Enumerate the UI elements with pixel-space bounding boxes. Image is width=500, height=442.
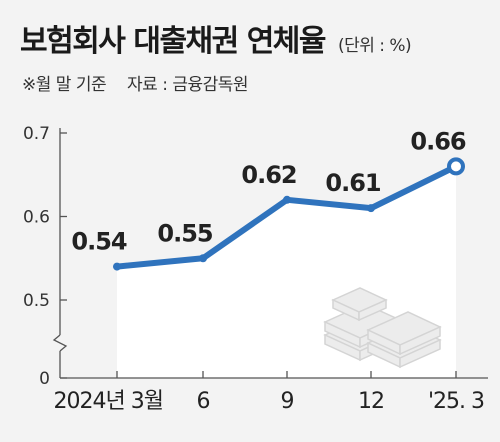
y-tick-label: 0 bbox=[39, 369, 50, 389]
y-tick-label: 0.7 bbox=[23, 124, 50, 144]
note-text: ※월 말 기준 bbox=[22, 75, 107, 95]
title-text: 보험회사 대출채권 연체율 bbox=[20, 24, 327, 59]
x-tick-label: 2024년 3월 bbox=[54, 389, 163, 414]
y-tick-label: 0.6 bbox=[23, 208, 50, 228]
chart-title: 보험회사 대출채권 연체율 (단위 : %) bbox=[20, 16, 412, 60]
stacked-money-bundles-icon bbox=[323, 287, 442, 369]
data-point bbox=[199, 254, 207, 263]
data-label: 0.61 bbox=[325, 169, 381, 197]
data-label: 0.55 bbox=[157, 219, 213, 247]
data-label: 0.66 bbox=[410, 127, 466, 155]
x-tick-label: '25. 3 bbox=[428, 389, 484, 414]
data-point-highlight bbox=[447, 157, 465, 176]
x-tick-label: 12 bbox=[358, 389, 384, 414]
line-layer bbox=[113, 157, 465, 271]
source-text: 자료 : 금융감독원 bbox=[127, 75, 249, 95]
data-point bbox=[283, 195, 291, 204]
data-point bbox=[113, 262, 121, 271]
y-tick-label: 0.5 bbox=[23, 291, 50, 311]
x-tick-label: 9 bbox=[281, 389, 294, 414]
x-tick-label: 6 bbox=[197, 389, 210, 414]
unit-label: (단위 : %) bbox=[337, 36, 412, 56]
data-point bbox=[367, 204, 375, 213]
label-layer: 0.54 0.55 0.62 0.61 0.66 bbox=[71, 127, 467, 256]
subtitle: ※월 말 기준 자료 : 금융감독원 bbox=[22, 70, 249, 95]
data-label: 0.62 bbox=[241, 161, 296, 189]
y-axis-break bbox=[52, 334, 68, 352]
data-label: 0.54 bbox=[71, 228, 127, 256]
